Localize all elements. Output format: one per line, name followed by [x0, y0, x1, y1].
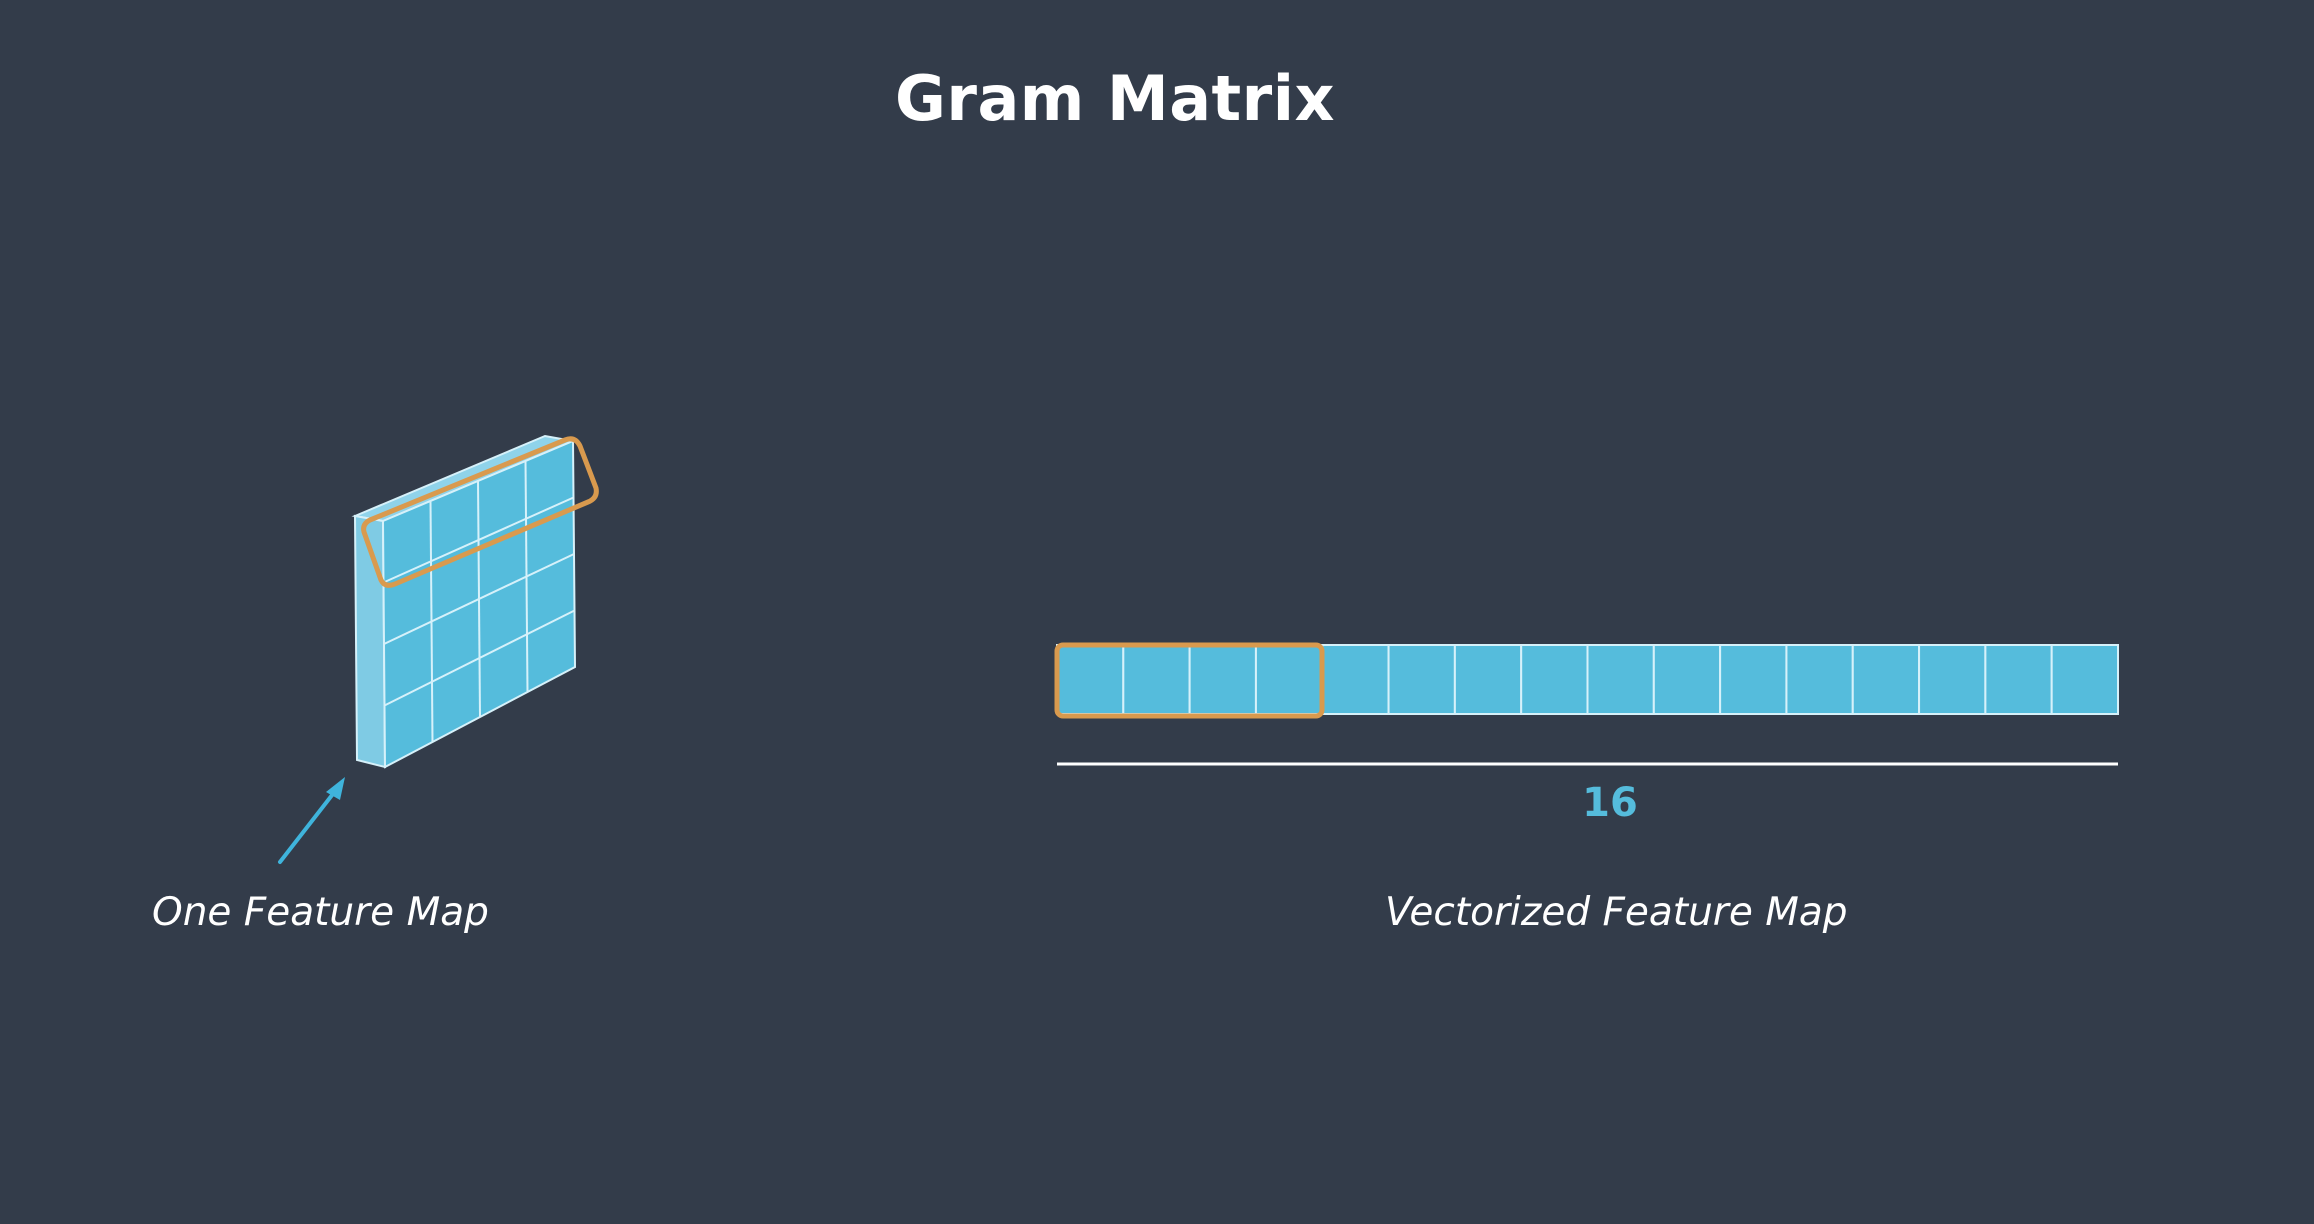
vector-cell [1984, 644, 2053, 715]
grid-row-line [383, 553, 575, 645]
vector-cell [1321, 644, 1390, 715]
vector-cell [1719, 644, 1788, 715]
feature-map-grid [383, 460, 575, 743]
vectorized-strip [1056, 644, 2119, 715]
vector-cell [1652, 644, 1722, 715]
vector-cell [1122, 644, 1191, 715]
page-title: Gram Matrix [895, 62, 1335, 135]
grid-row-line [384, 609, 575, 707]
vector-cell [1851, 644, 1921, 715]
vector-cell [1918, 644, 1987, 715]
vector-cell [1188, 644, 1257, 715]
vectorized-feature-map-caption: Vectorized Feature Map [1385, 890, 1848, 935]
feature-map-3d [351, 434, 599, 769]
vector-cell [1254, 644, 1324, 715]
vector-length-label: 16 [1582, 780, 1638, 826]
vector-cell [2050, 644, 2119, 715]
one-feature-map-caption: One Feature Map [152, 890, 489, 935]
arrow-head [326, 777, 345, 800]
pointer-arrow [278, 777, 345, 864]
feature-map-row-highlight [361, 436, 599, 588]
vector-cell [1387, 644, 1456, 715]
vector-cell [1453, 644, 1523, 715]
vector-cells-highlight [1054, 642, 1325, 719]
vector-cell [1785, 644, 1854, 715]
vector-cell [1586, 644, 1655, 715]
vector-cell [1056, 644, 1125, 715]
grid-row-line [383, 496, 574, 584]
vector-cell [1520, 644, 1589, 715]
